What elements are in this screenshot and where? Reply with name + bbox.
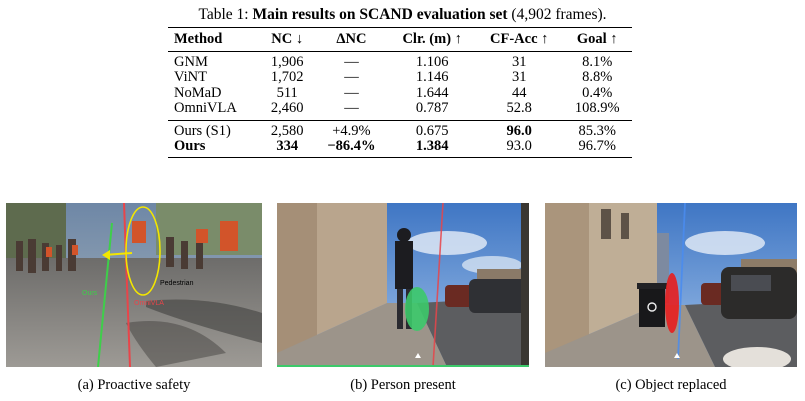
table-header-row: Method NC ↓ ΔNC Clr. (m) ↑ CF-Acc ↑ Goal… bbox=[168, 27, 632, 51]
header-method: Method bbox=[174, 31, 223, 47]
cell: 93.0 bbox=[506, 138, 532, 154]
sidewalk-person-image bbox=[277, 203, 529, 367]
cell: 31 bbox=[511, 53, 527, 70]
cell: 96.7% bbox=[578, 138, 616, 154]
table-row: ViNT 1,702 — 1.146 31 8.8% bbox=[168, 69, 632, 86]
sidewalk-object-image bbox=[545, 203, 797, 367]
cell: Ours bbox=[174, 138, 206, 154]
cell: OmniVLA bbox=[174, 100, 237, 116]
ours-label: Ours bbox=[82, 290, 98, 297]
cell: 1.384 bbox=[415, 138, 449, 154]
results-table: Method NC ↓ ΔNC Clr. (m) ↑ CF-Acc ↑ Goal… bbox=[168, 27, 632, 158]
table-row: GNM 1,906 — 1.106 31 8.1% bbox=[168, 51, 632, 70]
header-goal: Goal ↑ bbox=[576, 31, 618, 47]
cell: −86.4% bbox=[327, 138, 376, 154]
cell: 0.4% bbox=[582, 84, 613, 101]
cell: NoMaD bbox=[174, 84, 222, 101]
cell: 44 bbox=[511, 84, 527, 101]
cell: 8.1% bbox=[582, 53, 613, 70]
table-row: OmniVLA 2,460 — 0.787 52.8 108.9% bbox=[168, 100, 632, 120]
cell: 0.787 bbox=[415, 100, 449, 116]
cell: 2,580 bbox=[270, 122, 304, 139]
cell: 0.675 bbox=[415, 122, 449, 139]
cell: ViNT bbox=[174, 69, 207, 85]
cell: — bbox=[344, 53, 359, 70]
cell: 334 bbox=[276, 138, 299, 154]
caption-suffix: (4,902 frames). bbox=[507, 6, 607, 23]
table-row: Ours 334 −86.4% 1.384 93.0 96.7% bbox=[168, 138, 632, 157]
pedestrian-label: Pedestrian bbox=[160, 280, 194, 287]
header-delta-nc: ΔNC bbox=[336, 31, 367, 47]
cell: — bbox=[344, 84, 359, 101]
caption-prefix: Table 1: bbox=[198, 6, 253, 23]
cell: 2,460 bbox=[270, 100, 304, 116]
table-row: NoMaD 511 — 1.644 44 0.4% bbox=[168, 84, 632, 102]
cell: 52.8 bbox=[506, 100, 532, 116]
cell: GNM bbox=[174, 53, 208, 70]
omnivla-label: OmniVLA bbox=[134, 300, 164, 307]
cell: 511 bbox=[276, 84, 298, 101]
cell: 1.644 bbox=[415, 84, 449, 101]
subcaption-c: (c) Object replaced bbox=[615, 377, 727, 393]
subcaption-b: (b) Person present bbox=[350, 377, 456, 393]
cell: 8.8% bbox=[582, 69, 613, 85]
caption-title: Main results on SCAND evaluation set bbox=[252, 6, 508, 23]
cell: 85.3% bbox=[578, 122, 616, 139]
table-caption: Table 1: Main results on SCAND evaluatio… bbox=[0, 6, 805, 24]
subcaption-a: (a) Proactive safety bbox=[77, 377, 191, 393]
table-row: Ours (S1) 2,580 +4.9% 0.675 96.0 85.3% bbox=[168, 120, 632, 139]
cell: — bbox=[344, 69, 359, 85]
cell: 1,702 bbox=[270, 69, 304, 85]
cell: +4.9% bbox=[332, 122, 371, 139]
header-clearance: Clr. (m) ↑ bbox=[402, 31, 462, 47]
cell: 1,906 bbox=[270, 53, 304, 70]
cell: 108.9% bbox=[574, 100, 620, 116]
cell: 1.106 bbox=[415, 53, 449, 70]
cell: — bbox=[344, 100, 359, 116]
figure-object-replaced bbox=[545, 203, 797, 367]
figure-person-present bbox=[277, 203, 529, 367]
cell: 96.0 bbox=[506, 122, 532, 139]
header-nc: NC ↓ bbox=[271, 31, 304, 47]
cell: Ours (S1) bbox=[174, 122, 231, 139]
header-cf-acc: CF-Acc ↑ bbox=[490, 31, 549, 47]
cell: 1.146 bbox=[415, 69, 449, 85]
cell: 31 bbox=[511, 69, 527, 85]
figure-proactive-safety: Pedestrian Ours OmniVLA bbox=[6, 203, 262, 367]
street-scene-image: Pedestrian Ours OmniVLA bbox=[6, 203, 262, 367]
